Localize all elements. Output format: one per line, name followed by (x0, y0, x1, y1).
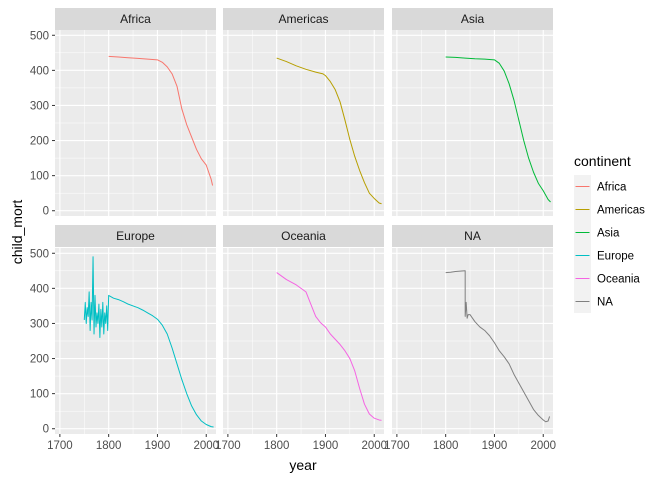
facet-panel-asia: Asia (392, 8, 553, 216)
series-line-oceania (276, 272, 382, 421)
y-tick-label: 300 (30, 100, 49, 112)
x-tick-label: 1900 (313, 440, 339, 452)
legend-item-europe: Europe (574, 244, 634, 267)
facet-strip-label: NA (464, 229, 481, 243)
y-tick-label: 0 (43, 424, 49, 436)
y-tick-label: 100 (30, 171, 49, 183)
legend-title: continent (574, 153, 631, 169)
facet-panel-africa: Africa (55, 8, 216, 216)
legend-label: Europe (597, 251, 634, 263)
x-tick-label: 1700 (215, 440, 241, 452)
x-tick-label: 1800 (433, 440, 459, 452)
x-tick-label: 1700 (47, 440, 73, 452)
legend-item-oceania: Oceania (574, 267, 640, 290)
y-tick-label: 300 (30, 318, 49, 330)
x-tick-label: 2000 (530, 440, 556, 452)
facet-strip (223, 8, 384, 30)
legend-item-na: NA (574, 290, 613, 313)
x-tick-label: 1800 (96, 440, 122, 452)
x-axis-title: year (289, 457, 317, 473)
axes: 0 100 200 300 400 500 0 100 200 300 400 500 1700 1800… (30, 30, 556, 452)
y-tick-label: 400 (30, 65, 49, 77)
facet-panel-americas: Americas (223, 8, 384, 216)
legend-items: Africa Americas Asia Europe Oceania NA (574, 175, 645, 313)
series-line-americas (276, 57, 382, 205)
x-tick-label: 2000 (361, 440, 387, 452)
y-tick-label: 100 (30, 389, 49, 401)
series-line-asia (445, 56, 551, 203)
legend-item-asia: Asia (574, 221, 620, 244)
legend-label: Oceania (597, 274, 640, 286)
facet-panel-oceania: Oceania (223, 225, 384, 434)
facet-strip (392, 225, 553, 247)
facet-strip-label: Americas (278, 12, 328, 26)
legend-label: Americas (597, 205, 645, 217)
facet-strip (392, 8, 553, 30)
y-tick-label: 200 (30, 136, 49, 148)
x-tick-label: 1700 (384, 440, 410, 452)
y-tick-label: 0 (43, 206, 49, 218)
x-tick-label: 1800 (264, 440, 290, 452)
facet-strip-label: Africa (120, 12, 151, 26)
x-tick-label: 1900 (145, 440, 171, 452)
series-line-na (445, 270, 551, 423)
legend-label: Asia (597, 228, 620, 240)
y-axis-title: child_mort (9, 200, 25, 265)
series-line-africa (108, 55, 214, 186)
facet-panel-na: NA (392, 225, 553, 434)
legend: continent Africa Americas Asia Europe Oceani… (574, 153, 645, 313)
x-tick-label: 2000 (193, 440, 219, 452)
facet-strip-label: Europe (116, 229, 155, 243)
facet-strip-label: Asia (461, 12, 485, 26)
x-tick-label: 1900 (482, 440, 508, 452)
facet-panels: Africa Americas Asia Europe Oceania NA (55, 8, 553, 434)
legend-label: NA (597, 297, 613, 309)
y-tick-label: 500 (30, 248, 49, 260)
y-tick-label: 500 (30, 30, 49, 42)
legend-item-africa: Africa (574, 175, 627, 198)
legend-label: Africa (597, 182, 627, 194)
facet-strip (55, 8, 216, 30)
facet-strip (55, 225, 216, 247)
y-tick-label: 400 (30, 283, 49, 295)
legend-item-americas: Americas (574, 198, 645, 221)
facet-strip (223, 225, 384, 247)
facet-panel-europe: Europe (55, 225, 216, 434)
series-line-europe (83, 256, 214, 428)
y-tick-label: 200 (30, 354, 49, 366)
facet-strip-label: Oceania (281, 229, 326, 243)
